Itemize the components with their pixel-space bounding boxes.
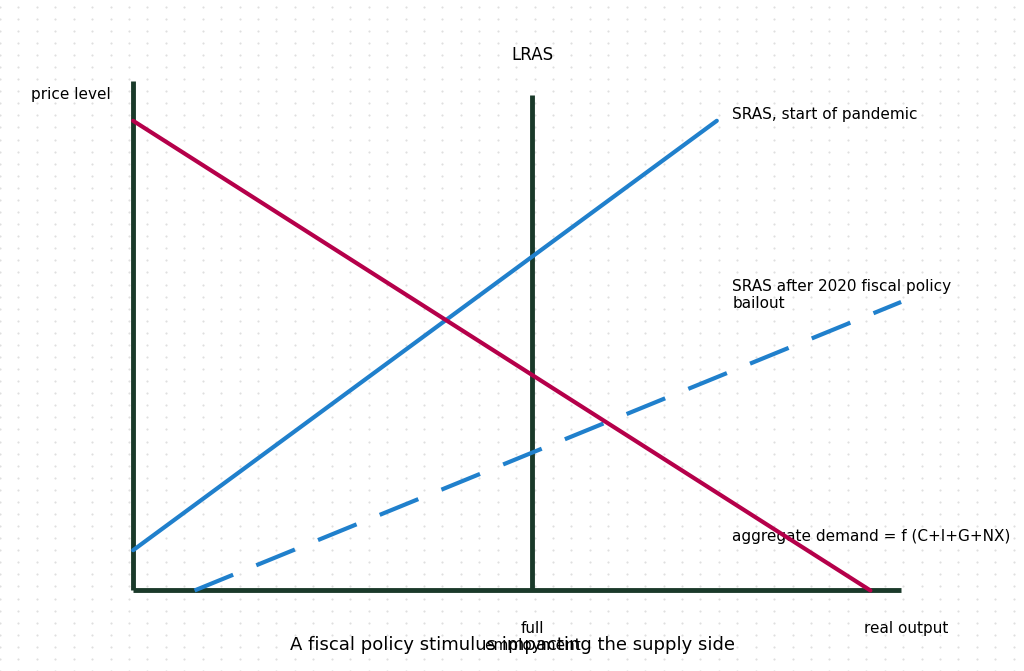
Text: full
employment: full employment: [484, 621, 581, 653]
Text: price level: price level: [31, 87, 111, 102]
Text: SRAS after 2020 fiscal policy
bailout: SRAS after 2020 fiscal policy bailout: [732, 279, 951, 311]
Text: LRAS: LRAS: [511, 46, 554, 64]
Text: A fiscal policy stimulus impacting the supply side: A fiscal policy stimulus impacting the s…: [290, 636, 734, 654]
Text: SRAS, start of pandemic: SRAS, start of pandemic: [732, 107, 918, 121]
Text: real output: real output: [864, 621, 948, 635]
Text: aggregate demand = f (C+I+G+NX): aggregate demand = f (C+I+G+NX): [732, 529, 1011, 544]
